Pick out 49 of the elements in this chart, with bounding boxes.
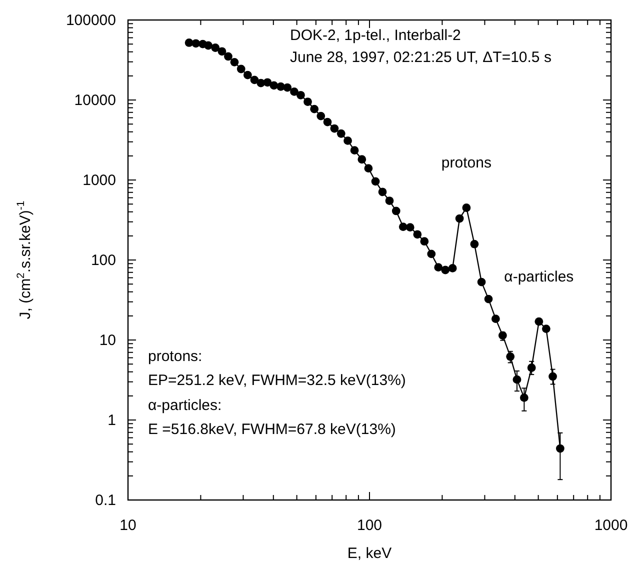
- point: [392, 206, 400, 216]
- point: [290, 87, 298, 96]
- point: [310, 104, 319, 114]
- annotation: α-particles:: [148, 397, 222, 414]
- point: [330, 124, 339, 133]
- y-tick-label: 100000: [66, 12, 116, 29]
- annotation: EP=251.2 keV, FWHM=32.5 keV(13%): [148, 372, 406, 389]
- point: [364, 164, 373, 173]
- point: [358, 155, 366, 164]
- point: [344, 136, 352, 145]
- y-tick-label: 10: [99, 332, 116, 349]
- point: [283, 83, 292, 92]
- y-tick-label: 100: [90, 252, 116, 269]
- point: [296, 90, 305, 100]
- point: [420, 237, 429, 246]
- point: [427, 250, 436, 258]
- point: [323, 118, 332, 126]
- point: [448, 264, 457, 272]
- x-axis-title: E, keV: [347, 545, 392, 562]
- point: [441, 266, 450, 274]
- point: [455, 214, 464, 223]
- annotation: DOK-2, 1p-tel., Interball-2: [290, 27, 461, 44]
- point: [250, 76, 259, 84]
- point: [406, 223, 414, 232]
- point: [398, 222, 408, 231]
- point: [350, 146, 359, 155]
- point: [316, 112, 326, 120]
- point: [243, 70, 252, 80]
- point: [378, 188, 387, 196]
- point: [336, 129, 346, 138]
- annotation: protons: [441, 154, 492, 172]
- point: [371, 177, 380, 186]
- y-tick-label: 1000: [82, 172, 116, 189]
- y-tick-label: 1: [108, 412, 116, 429]
- y-tick-label: 10000: [74, 92, 116, 109]
- annotation: June 28, 1997, 02:21:25 UT, ΔT=10.5 s: [290, 49, 552, 66]
- annotation: protons:: [148, 348, 202, 365]
- x-tick-label: 1000: [594, 517, 628, 534]
- point: [413, 230, 422, 239]
- y-tick-label: 0.1: [95, 492, 116, 509]
- point: [385, 196, 394, 205]
- point: [434, 263, 443, 272]
- annotation: E =516.8keV, FWHM=67.8 keV(13%): [148, 421, 396, 438]
- point: [462, 204, 471, 212]
- point: [263, 78, 272, 87]
- annotation: α-particles: [504, 268, 574, 286]
- x-tick-label: 10: [120, 517, 136, 534]
- x-tick-label: 100: [356, 517, 382, 534]
- point: [304, 98, 312, 106]
